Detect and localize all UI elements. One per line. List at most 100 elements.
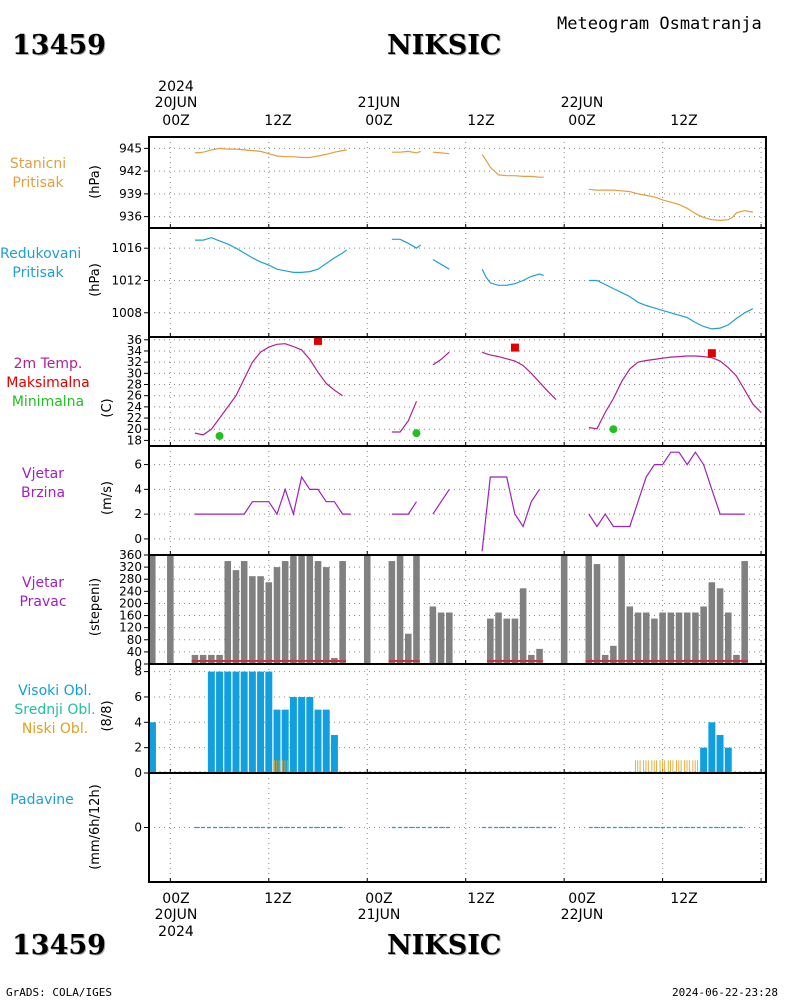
- tmax-marker: [707, 349, 716, 358]
- wsp-ytick-label: 6: [134, 458, 142, 472]
- wdr-ytick-label: 240: [119, 584, 142, 598]
- pcp-label-line1: Padavine: [10, 792, 74, 808]
- tmp-ytick-label: 36: [127, 333, 142, 347]
- wind-direction-bar: [511, 618, 519, 664]
- temperatura-series-line: [481, 351, 557, 401]
- temperatura-series-line: [391, 401, 418, 433]
- cld-label-line2: Srednji Obl.: [14, 702, 96, 718]
- wind-direction-bar: [281, 561, 289, 664]
- cloud-low-bar: [286, 760, 288, 773]
- cloud-low-bar: [643, 760, 645, 773]
- tmp-ytick-label: 34: [127, 344, 142, 358]
- bottom-hour-1: 12Z: [264, 891, 292, 907]
- wdr-ytick-label: 200: [119, 596, 142, 610]
- footer-station-name: NIKSIC: [387, 930, 502, 961]
- tmax-marker: [314, 336, 323, 345]
- wind-direction-bar: [167, 555, 174, 664]
- wind-direction-bar: [659, 612, 666, 664]
- wind-direction-bar: [667, 612, 675, 664]
- vjetar-brzina-series-line: [588, 451, 745, 528]
- stp-unit-label: (hPa): [88, 165, 103, 199]
- wind-direction-bar: [724, 612, 732, 664]
- slp-unit-label: (hPa): [88, 263, 103, 297]
- bottom-hour-0: 00Z: [162, 891, 190, 907]
- cld-ytick-label: 4: [134, 715, 142, 729]
- wind-direction-bar: [446, 612, 453, 664]
- stp-label-line1: Stanicni: [9, 156, 67, 172]
- stanicni-pritisak-series-line: [481, 154, 544, 178]
- wind-direction-bar: [675, 612, 683, 664]
- cloud-high-bar: [207, 671, 215, 773]
- tmp-ytick-label: 32: [127, 355, 142, 369]
- station-id: 13459: [12, 30, 106, 61]
- wind-direction-bar: [298, 555, 305, 664]
- redukovani-pritisak-series-line: [588, 279, 754, 330]
- vjetar-brzina-series-line: [194, 475, 351, 517]
- top-hour-4: 00Z: [568, 113, 596, 129]
- cloud-low-bar: [661, 760, 663, 773]
- cloud-high-bar: [716, 734, 724, 773]
- wdr-ytick-label: 0: [134, 657, 142, 671]
- tmp-ytick-label: 24: [127, 400, 142, 414]
- bottom-year-label: 2024: [158, 924, 194, 940]
- cloud-low-bar: [678, 760, 680, 773]
- cloud-low-bar: [686, 760, 688, 773]
- tmp-ytick-label: 22: [127, 411, 142, 425]
- wdr-ytick-label: 80: [127, 633, 142, 647]
- cloud-high-bar: [224, 671, 232, 773]
- wind-direction-bar: [683, 612, 691, 664]
- wind-direction-bar: [733, 654, 740, 664]
- wind-direction-bar: [716, 588, 724, 664]
- tmin-marker: [412, 429, 421, 438]
- cloud-high-bar: [257, 671, 265, 773]
- wind-direction-bar: [208, 654, 215, 664]
- wind-direction-bar: [404, 633, 412, 664]
- redukovani-pritisak-series-line: [391, 238, 421, 249]
- wsp-ytick-label: 0: [134, 532, 142, 546]
- redukovani-pritisak-series-line: [194, 237, 348, 273]
- wdr-ytick-label: 160: [119, 609, 142, 623]
- cloud-low-bar: [684, 760, 686, 773]
- cloud-high-bar: [273, 709, 281, 773]
- wdr-ytick-label: 320: [119, 560, 142, 574]
- cloud-high-bar: [330, 734, 338, 773]
- cld-label: Visoki Obl. Srednji Obl. Niski Obl.: [0, 682, 110, 739]
- cloud-low-bar: [670, 760, 671, 773]
- wind-direction-bar: [429, 606, 437, 664]
- cloud-high-bar: [216, 671, 224, 773]
- cloud-low-bar: [274, 760, 275, 773]
- wind-direction-bar: [487, 618, 494, 664]
- bottom-date-4: 22JUN: [560, 907, 604, 923]
- bottom-date-0: 20JUN: [154, 907, 198, 923]
- chart-title: Meteogram Osmatranja: [557, 14, 762, 34]
- wind-direction-bar: [240, 561, 248, 664]
- cld-ytick-label: 2: [134, 741, 142, 755]
- wind-direction-bar: [651, 618, 658, 664]
- cloud-low-bar: [637, 760, 639, 773]
- wind-direction-bar: [495, 612, 502, 664]
- stanicni-pritisak-series-line: [194, 147, 347, 159]
- wind-direction-bar: [306, 555, 314, 664]
- wsp-label-line1: Vjetar: [22, 466, 64, 482]
- wdr-label-line1: Vjetar: [22, 575, 64, 591]
- wind-direction-bar: [339, 561, 346, 664]
- wdr-ytick-label: 40: [127, 645, 142, 659]
- wind-direction-bar: [536, 648, 543, 664]
- stp-label-line2: Pritisak: [12, 175, 64, 191]
- bottom-hour-5: 12Z: [670, 891, 698, 907]
- cloud-low-bar: [276, 760, 278, 773]
- cld-label-line3: Niski Obl.: [21, 721, 89, 737]
- cloud-high-bar: [248, 671, 256, 773]
- cloud-low-bar: [667, 760, 669, 773]
- wind-direction-bar: [396, 555, 404, 664]
- tmp-ytick-label: 20: [127, 422, 142, 436]
- top-date-0: 20JUN: [154, 95, 198, 111]
- top-year-label: 2024: [158, 79, 194, 95]
- wsp-label-line2: Brzina: [20, 485, 66, 501]
- top-hour-1: 12Z: [264, 113, 292, 129]
- cloud-low-bar: [659, 760, 661, 773]
- cld-ytick-label: 8: [134, 665, 142, 679]
- tmp-label-line1: 2m Temp.: [13, 356, 83, 372]
- station-name: NIKSIC: [387, 30, 502, 61]
- cloud-low-bar: [653, 760, 655, 773]
